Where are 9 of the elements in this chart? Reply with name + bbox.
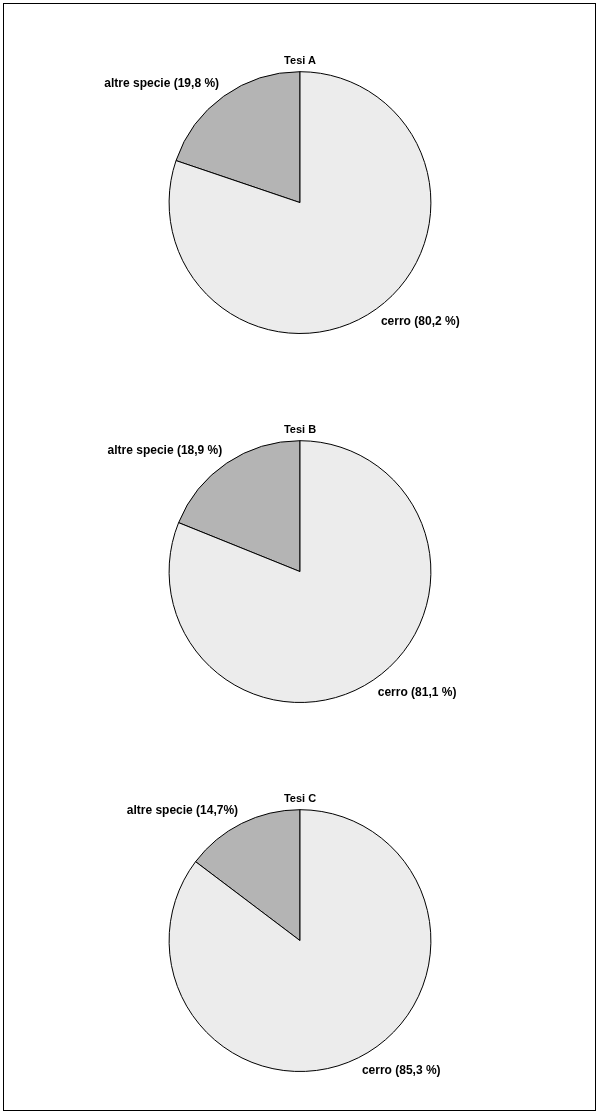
slice-label: altre specie (19,8 %) — [104, 76, 220, 91]
slice-label: cerro (80,2 %) — [380, 313, 460, 328]
slice-label: altre specie (18,9 %) — [107, 442, 223, 457]
chart-title: Tesi C — [283, 791, 317, 804]
slice-label: altre specie (14,7%) — [126, 802, 239, 817]
slice-label: cerro (81,1 %) — [377, 685, 457, 700]
chart-title: Tesi B — [283, 422, 317, 435]
chart-title: Tesi A — [284, 53, 316, 66]
slice-label: cerro (85,3 %) — [361, 1063, 441, 1078]
